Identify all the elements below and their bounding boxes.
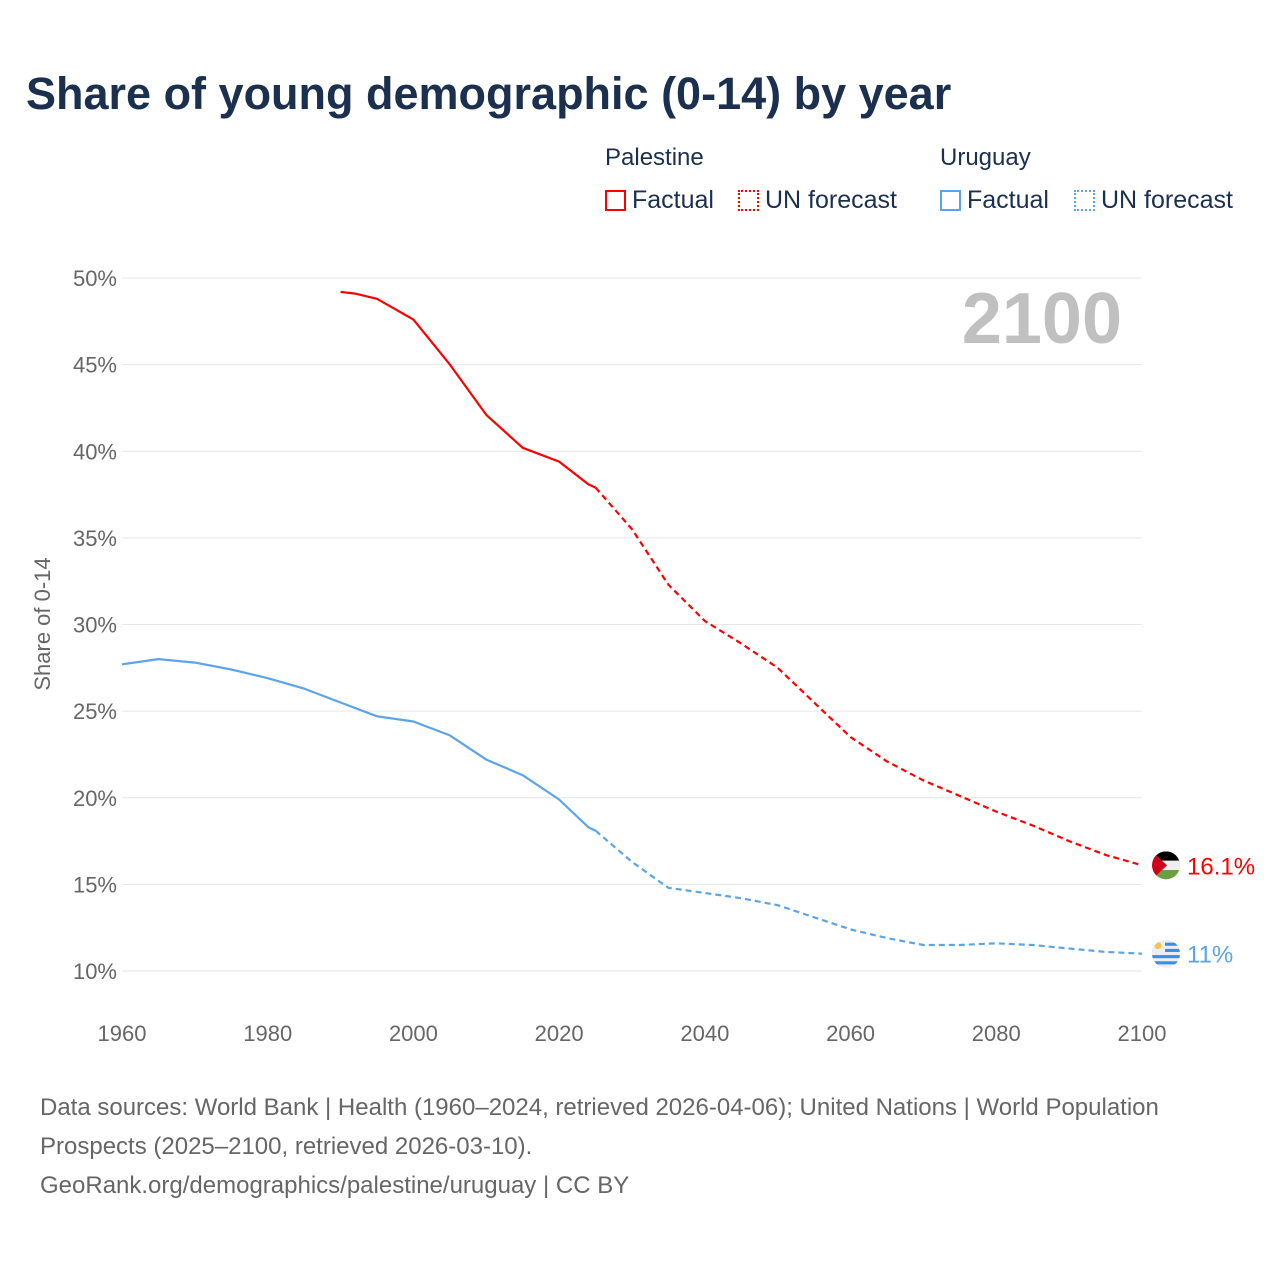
legend-swatch-dotted [1074, 190, 1095, 211]
legend-label: Factual [967, 186, 1049, 214]
year-label: 2100 [962, 279, 1122, 359]
y-tick-label: 30% [73, 613, 117, 638]
x-tick-label: 1980 [243, 1021, 292, 1046]
footer: Data sources: World Bank | Health (1960–… [40, 1088, 1190, 1205]
legend-palestine-factual[interactable]: Factual [605, 186, 714, 215]
y-tick-label: 20% [73, 786, 117, 811]
chart-title: Share of young demographic (0-14) by yea… [26, 68, 952, 119]
legend-swatch-solid [605, 190, 626, 211]
y-tick-label: 25% [73, 699, 117, 724]
x-tick-label: 2000 [389, 1021, 438, 1046]
y-tick-label: 45% [73, 353, 117, 378]
palestine-forecast-line [594, 486, 1143, 867]
uruguay-end-label: 11% [1187, 942, 1233, 969]
uruguay-flag-icon [1152, 939, 1180, 968]
x-tick-label: 2040 [680, 1021, 729, 1046]
legend-swatch-dotted [738, 190, 759, 211]
line-chart: 10% 15% 20% 25% 30% 35% 40% 45% 50% 1960 1980 2000 2… [30, 266, 1255, 1046]
palestine-factual-line [340, 290, 597, 489]
y-axis-label: Share of 0-14 [30, 557, 55, 690]
palestine-end-label: 16.1% [1187, 853, 1255, 880]
legend-country-uruguay: Uruguay [940, 144, 1031, 171]
legend-uruguay-factual[interactable]: Factual [940, 186, 1049, 215]
y-tick-label: 50% [73, 266, 117, 291]
legend-uruguay-forecast[interactable]: UN forecast [1074, 186, 1233, 215]
legend-label: Factual [632, 186, 714, 214]
legend-label: UN forecast [1101, 186, 1233, 214]
credit-link[interactable]: GeoRank.org/demographics/palestine/urugu… [40, 1172, 630, 1199]
x-tick-label: 2020 [535, 1021, 584, 1046]
y-tick-label: 15% [73, 872, 117, 897]
data-sources: Data sources: World Bank | Health (1960–… [40, 1094, 1159, 1160]
x-tick-label: 2060 [826, 1021, 875, 1046]
y-tick-label: 40% [73, 439, 117, 464]
legend-palestine-forecast[interactable]: UN forecast [738, 186, 897, 215]
legend-swatch-solid [940, 190, 961, 211]
palestine-flag-icon [1152, 851, 1180, 880]
legend-country-palestine: Palestine [605, 144, 704, 171]
uruguay-factual-line [121, 657, 597, 832]
y-tick-label: 35% [73, 526, 117, 551]
x-tick-label: 2100 [1118, 1021, 1167, 1046]
y-tick-label: 10% [73, 959, 117, 984]
x-tick-label: 2080 [972, 1021, 1021, 1046]
x-tick-label: 1960 [98, 1021, 147, 1046]
uruguay-forecast-line [594, 829, 1143, 955]
legend-label: UN forecast [765, 186, 897, 214]
